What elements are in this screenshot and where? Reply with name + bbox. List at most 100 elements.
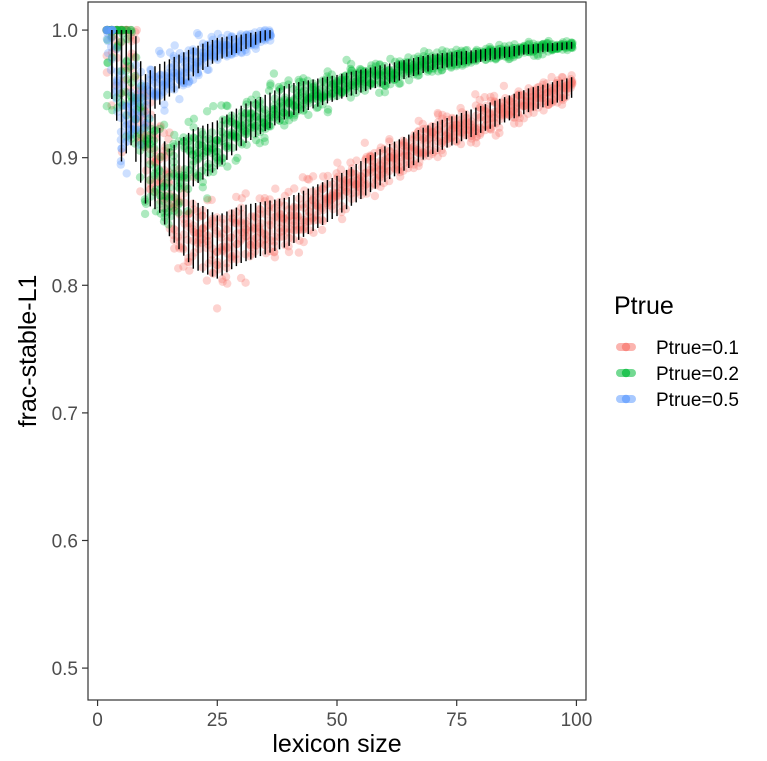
data-point [314, 85, 323, 94]
data-point [175, 49, 184, 58]
data-point [194, 244, 204, 254]
data-point [346, 93, 355, 102]
data-point [375, 60, 384, 70]
data-point [228, 143, 237, 152]
data-point [218, 129, 228, 138]
data-point [185, 266, 194, 275]
data-point [561, 77, 571, 86]
data-point [264, 203, 274, 212]
data-point [537, 40, 547, 49]
data-point [142, 100, 151, 110]
data-point [174, 72, 183, 81]
data-point [113, 107, 122, 116]
data-point [429, 147, 438, 157]
data-point [371, 62, 380, 71]
data-point [434, 54, 443, 63]
data-point [438, 110, 447, 120]
legend-title: Ptrue [614, 292, 674, 320]
data-point [404, 76, 414, 85]
data-point [199, 52, 208, 61]
data-point [106, 42, 116, 52]
data-point [279, 81, 288, 91]
data-point [504, 54, 513, 64]
x-tick-label: 75 [446, 710, 467, 731]
data-point [333, 158, 342, 167]
data-point [489, 91, 499, 101]
data-point [557, 40, 566, 49]
y-tick-label: 0.7 [52, 404, 78, 425]
data-point [528, 97, 537, 107]
data-point [384, 153, 394, 162]
data-point [480, 52, 489, 61]
data-point [298, 173, 307, 182]
data-point [391, 154, 400, 163]
data-point [317, 225, 327, 235]
data-point [126, 131, 135, 140]
data-point [118, 29, 127, 38]
data-point [322, 86, 331, 95]
data-point [514, 87, 523, 96]
data-point [223, 162, 232, 171]
data-point [539, 106, 548, 115]
data-point [198, 39, 208, 48]
data-point [260, 118, 269, 128]
data-point [518, 96, 528, 106]
data-point [371, 70, 381, 79]
data-point [414, 116, 423, 126]
data-point [308, 172, 318, 181]
data-point [250, 223, 259, 233]
data-point [174, 264, 183, 273]
data-point [255, 194, 264, 203]
data-point [103, 58, 112, 68]
data-point [491, 119, 501, 128]
data-point [241, 189, 250, 198]
data-point [160, 106, 169, 115]
data-point [252, 36, 261, 46]
data-point [395, 165, 405, 174]
data-point [135, 93, 144, 102]
data-point [300, 218, 309, 227]
data-point [274, 82, 283, 92]
data-point [223, 101, 232, 111]
data-point [529, 108, 538, 118]
data-point [552, 44, 561, 54]
data-point [111, 25, 121, 35]
data-point [194, 140, 204, 149]
data-point [279, 108, 288, 117]
data-point [525, 102, 534, 112]
data-point [264, 31, 274, 40]
data-point [547, 87, 556, 96]
data-point [552, 90, 561, 99]
data-point [103, 35, 112, 45]
data-point [494, 49, 504, 58]
data-point [453, 50, 462, 59]
data-point [188, 75, 198, 85]
data-point [376, 67, 386, 76]
data-point [542, 79, 551, 88]
data-point [355, 175, 365, 184]
data-point [193, 237, 202, 247]
data-point [183, 63, 192, 72]
data-point [552, 79, 561, 89]
data-point [228, 129, 237, 139]
data-point [395, 59, 405, 69]
data-point [185, 77, 194, 86]
data-point [107, 25, 116, 35]
data-point [217, 41, 226, 51]
data-point [539, 85, 548, 94]
data-point [332, 169, 341, 178]
data-point [237, 121, 247, 130]
data-point [486, 92, 495, 102]
data-point [122, 88, 132, 97]
data-point [357, 163, 367, 172]
data-point [524, 39, 534, 49]
data-point [180, 173, 189, 183]
data-point [547, 45, 556, 54]
data-point [166, 77, 175, 87]
data-point [151, 185, 160, 194]
data-point [175, 95, 184, 104]
data-point [269, 105, 279, 114]
data-point [103, 25, 112, 35]
data-point [184, 117, 193, 127]
data-point [242, 97, 251, 107]
